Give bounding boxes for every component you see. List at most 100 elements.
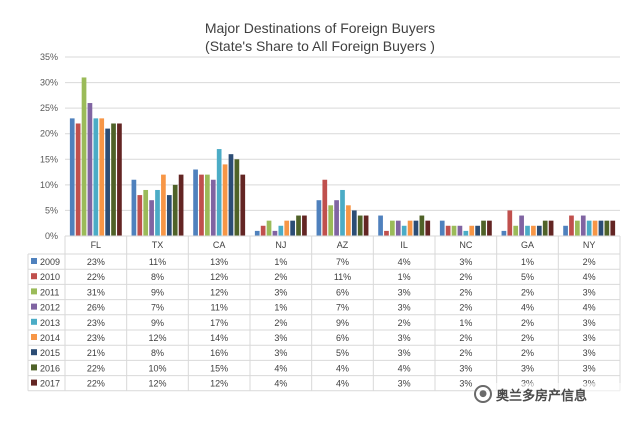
bar-2012-TX — [149, 200, 154, 236]
table-cell: 4% — [583, 303, 596, 313]
bar-2012-CA — [210, 179, 216, 236]
legend-swatch — [31, 303, 37, 310]
legend-label: 2015 — [40, 348, 60, 358]
bar-2017-FL — [117, 123, 122, 236]
table-cell: 2% — [459, 333, 472, 343]
table-cell: 2% — [274, 318, 287, 328]
bar-2009-NY — [563, 225, 568, 236]
bar-2011-GA — [513, 225, 519, 236]
bar-2011-NJ — [266, 220, 272, 236]
bar-2013-NC — [463, 230, 469, 236]
bar-2016-GA — [542, 220, 548, 236]
table-cell: 3% — [398, 379, 411, 389]
table-cell: 3% — [459, 257, 472, 267]
bar-2016-NY — [604, 220, 610, 236]
bar-2010-IL — [384, 230, 389, 236]
table-cell: 22% — [87, 363, 105, 373]
legend-label: 2017 — [40, 379, 60, 389]
table-cell: 2% — [274, 272, 287, 282]
bar-2012-GA — [519, 215, 524, 236]
table-cell: 2% — [521, 333, 534, 343]
table-cell: 11% — [149, 257, 166, 267]
bar-2013-GA — [525, 225, 530, 236]
bar-2013-IL — [401, 225, 407, 236]
bar-2011-FL — [81, 77, 87, 237]
table-cell: 9% — [336, 318, 349, 328]
bar-2015-GA — [536, 225, 542, 236]
table-cell: 1% — [274, 303, 287, 313]
table-cell: 4% — [398, 257, 411, 267]
bar-2014-CA — [222, 164, 228, 236]
bar-2012-AZ — [334, 200, 339, 236]
table-cell: 4% — [274, 379, 287, 389]
legend-swatch — [31, 288, 37, 295]
legend-swatch — [31, 334, 37, 340]
bar-2012-FL — [87, 103, 93, 236]
table-cell: 8% — [151, 272, 164, 282]
bar-2015-IL — [413, 220, 419, 236]
bar-2017-TX — [178, 174, 184, 236]
table-cell: 10% — [148, 363, 166, 373]
chart-title: Major Destinations of Foreign Buyers — [204, 20, 436, 36]
legend-swatch — [31, 379, 37, 386]
bar-2013-NJ — [278, 225, 284, 236]
bar-2012-NJ — [272, 230, 278, 236]
legend-label: 2016 — [40, 363, 60, 373]
table-cell: 3% — [583, 318, 596, 328]
table-cell: 12% — [148, 379, 166, 389]
bar-2014-NC — [469, 225, 475, 236]
table-cell: 5% — [521, 272, 534, 282]
table-cell: 3% — [583, 348, 596, 358]
table-cell: 4% — [274, 363, 287, 373]
bar-2009-FL — [69, 118, 75, 236]
bar-2013-FL — [93, 118, 99, 236]
bar-2012-NY — [580, 215, 586, 236]
table-cell: 23% — [87, 257, 105, 267]
category-label: AZ — [337, 240, 349, 250]
table-cell: 3% — [398, 348, 411, 358]
category-label: CA — [213, 240, 226, 250]
bar-2010-NC — [445, 225, 451, 236]
y-tick-label: 20% — [40, 129, 58, 139]
bar-2012-NC — [457, 225, 463, 236]
bar-2011-IL — [390, 220, 395, 236]
table-cell: 3% — [274, 348, 287, 358]
bar-2010-TX — [137, 195, 143, 236]
table-cell: 21% — [87, 348, 105, 358]
y-tick-label: 10% — [40, 180, 58, 190]
bar-2010-FL — [75, 123, 81, 236]
table-cell: 9% — [151, 318, 164, 328]
table-cell: 2% — [459, 348, 472, 358]
table-cell: 2% — [521, 318, 534, 328]
legend-swatch — [31, 318, 37, 325]
table-cell: 3% — [398, 333, 411, 343]
category-label: NY — [583, 240, 596, 250]
table-cell: 23% — [87, 333, 105, 343]
table-cell: 4% — [521, 303, 534, 313]
y-tick-label: 25% — [40, 103, 58, 113]
chart-subtitle: (State's Share to All Foreign Buyers ) — [205, 38, 435, 54]
table-cell: 2% — [521, 348, 534, 358]
bar-2009-CA — [193, 169, 198, 236]
bar-2010-NY — [569, 215, 574, 236]
bar-2017-NY — [610, 220, 616, 236]
bar-2015-AZ — [351, 210, 357, 236]
bar-2014-IL — [407, 220, 413, 236]
table-cell: 2% — [459, 272, 472, 282]
bar-2014-NY — [592, 220, 598, 236]
table-cell: 1% — [521, 257, 534, 267]
bar-2011-AZ — [328, 205, 334, 236]
y-tick-label: 30% — [40, 78, 58, 88]
table-cell: 22% — [87, 272, 105, 282]
table-cell: 22% — [87, 379, 105, 389]
category-label: GA — [521, 240, 534, 250]
watermark-text: 奥兰多房产信息 — [496, 388, 588, 404]
legend-swatch — [31, 349, 37, 356]
table-cell: 3% — [583, 333, 596, 343]
bar-2015-FL — [105, 128, 110, 236]
legend-label: 2010 — [40, 272, 60, 282]
watermark: ● 奥兰多房产信息 — [474, 383, 624, 405]
table-cell: 1% — [274, 257, 287, 267]
legend-label: 2012 — [40, 303, 60, 313]
